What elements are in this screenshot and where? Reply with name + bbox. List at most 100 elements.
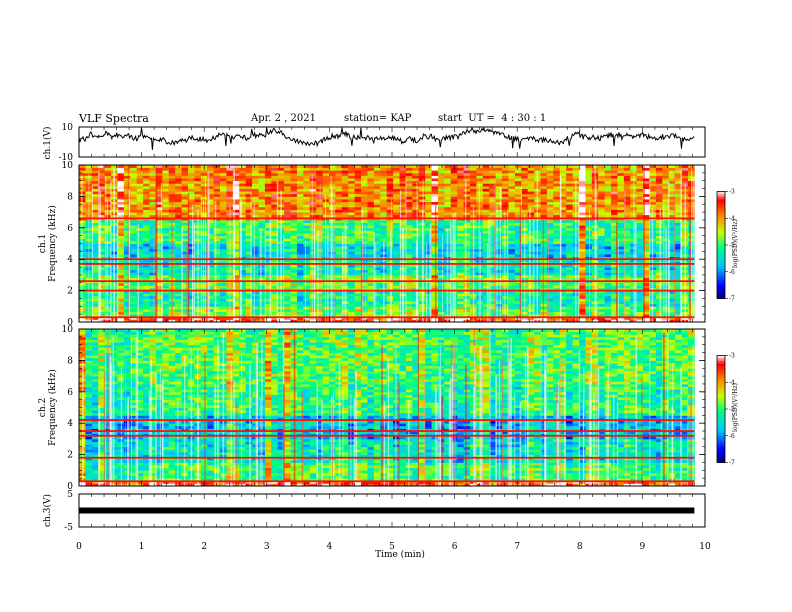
- ch1-psd-cell: [675, 259, 682, 263]
- ch1-psd-cell: [91, 212, 99, 216]
- ch1-psd-cell: [431, 298, 439, 302]
- ch1-psd-cell: [367, 233, 375, 237]
- ch1-psd-cell: [393, 196, 400, 200]
- ch1-psd-cell: [98, 246, 106, 250]
- ch1-psd-cell: [284, 319, 291, 323]
- ch1-psd-cell: [258, 196, 266, 200]
- ch1-psd-cell: [463, 222, 471, 226]
- ch1-psd-cell: [405, 274, 413, 278]
- ch1-psd-cell: [162, 196, 170, 200]
- ch1-psd-cell: [495, 256, 503, 260]
- ch1-psd-cell: [380, 227, 388, 231]
- ch1-psd-cell: [117, 222, 125, 226]
- ch1-psd-cell: [245, 293, 253, 297]
- ch1-psd-cell: [187, 204, 195, 208]
- ch1-psd-cell: [527, 196, 535, 200]
- ch1-psd-cell: [136, 209, 144, 213]
- ch1-psd-cell: [303, 264, 311, 268]
- ch1-psd-cell: [316, 287, 323, 291]
- ch1-psd-cell: [200, 290, 208, 294]
- ch1-psd-cell: [598, 259, 606, 263]
- ch1-psd-cell: [617, 303, 625, 307]
- ch1-psd-cell: [367, 301, 375, 305]
- ch1-psd-cell: [175, 306, 182, 310]
- ch1-psd-cell: [181, 259, 189, 263]
- ch1-psd-cell: [386, 191, 394, 195]
- ch1-psd-cell: [585, 227, 593, 231]
- ch1-psd-cell: [207, 267, 215, 271]
- ch1-psd-cell: [284, 285, 291, 289]
- ch1-psd-cell: [136, 267, 144, 271]
- ch1-psd-cell: [578, 209, 586, 213]
- ch1-psd-cell: [527, 272, 535, 276]
- ch1-psd-cell: [175, 209, 182, 213]
- ch1-psd-cell: [643, 206, 650, 210]
- ch1-psd-cell: [566, 227, 573, 231]
- ch1-psd-cell: [578, 214, 586, 218]
- ch1-psd-cell: [457, 191, 464, 195]
- ch1-psd-cell: [668, 264, 676, 268]
- ch1-psd-cell: [636, 193, 644, 197]
- ch1-psd-cell: [187, 191, 195, 195]
- ch1-psd-cell: [303, 314, 311, 318]
- ch1-psd-cell: [412, 243, 420, 247]
- ch1-psd-cell: [566, 303, 573, 307]
- ch1-psd-cell: [655, 298, 663, 302]
- ch1-psd-cell: [380, 222, 388, 226]
- ch1-psd-cell: [91, 222, 99, 226]
- ch1-psd-cell: [335, 251, 343, 255]
- ch1-psd-cell: [463, 290, 471, 294]
- ch1-psd-cell: [207, 253, 215, 257]
- ch1-psd-cell: [136, 204, 144, 208]
- ch1-psd-cell: [162, 251, 170, 255]
- ch1-psd-cell: [598, 267, 606, 271]
- ch1-psd-cell: [566, 204, 573, 208]
- ch1-psd-cell: [98, 293, 106, 297]
- ch1-psd-cell: [213, 303, 221, 307]
- ch1-psd-cell: [245, 256, 253, 260]
- ch1-psd-cell: [457, 240, 464, 244]
- ch1-psd-cell: [502, 301, 509, 305]
- ch1-psd-cell: [386, 225, 394, 229]
- ch1-psd-cell: [207, 269, 215, 273]
- ch1-psd-cell: [457, 293, 464, 297]
- ch1-psd-cell: [373, 287, 381, 291]
- ch1-psd-cell: [309, 251, 317, 255]
- ch1-psd-cell: [303, 191, 311, 195]
- ch1-psd-cell: [617, 196, 625, 200]
- ch1-psd-cell: [303, 285, 311, 289]
- ch1-psd-cell: [662, 196, 670, 200]
- ch1-psd-cell: [598, 219, 606, 223]
- ch1-psd-cell: [514, 243, 522, 247]
- ch1-psd-cell: [373, 319, 381, 323]
- ch1-psd-cell: [463, 219, 471, 223]
- ch1-psd-cell: [258, 272, 266, 276]
- ch1-psd-cell: [675, 277, 682, 281]
- ch1-psd-cell: [143, 303, 150, 307]
- ch1-psd-cell: [527, 199, 535, 203]
- ch1-psd-cell: [175, 233, 182, 237]
- ch1-psd-cell: [207, 214, 215, 218]
- ch1-psd-cell: [405, 311, 413, 315]
- ch1-psd-cell: [162, 212, 170, 216]
- ch1-psd-cell: [284, 272, 291, 276]
- ch1-psd-cell: [91, 259, 99, 263]
- ch1-psd-cell: [540, 238, 548, 242]
- ch1-psd-cell: [611, 264, 618, 268]
- ch1-psd-cell: [521, 206, 529, 210]
- ch1-psd-cell: [130, 235, 138, 239]
- ch1-psd-cell: [437, 246, 445, 250]
- ch1-psd-cell: [495, 282, 503, 286]
- ch1-psd-cell: [271, 219, 279, 223]
- ch1-psd-cell: [194, 201, 202, 205]
- ch1-psd-cell: [495, 295, 503, 299]
- ch1-psd-cell: [636, 243, 644, 247]
- ch1-psd-cell: [636, 308, 644, 312]
- ch1-psd-cell: [91, 227, 99, 231]
- ch1-psd-cell: [98, 235, 106, 239]
- ch1-psd-cell: [123, 269, 131, 273]
- ch1-psd-cell: [405, 209, 413, 213]
- ch1-psd-cell: [117, 272, 125, 276]
- ch1-psd-cell: [578, 238, 586, 242]
- ch1-psd-cell: [245, 253, 253, 257]
